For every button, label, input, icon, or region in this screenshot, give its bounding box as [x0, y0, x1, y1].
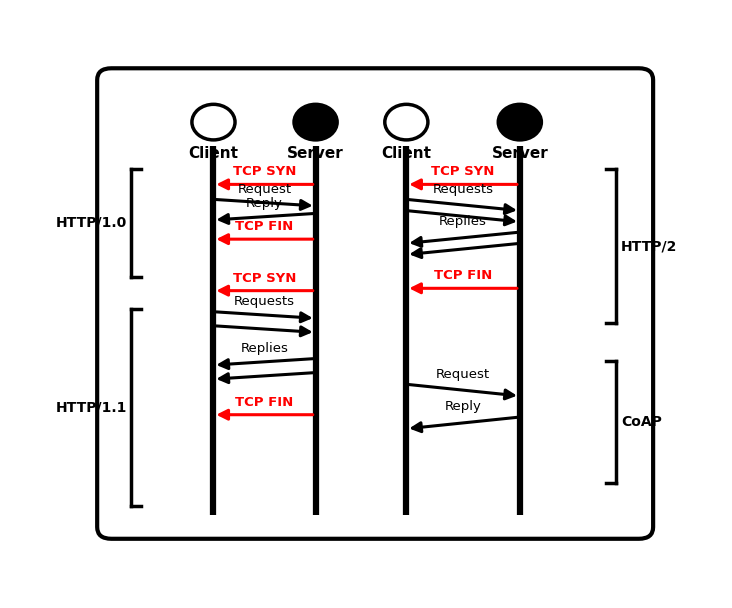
Text: Server: Server — [491, 145, 548, 161]
Text: Request: Request — [237, 183, 291, 196]
Text: HTTP/1.0: HTTP/1.0 — [56, 216, 127, 230]
Text: TCP SYN: TCP SYN — [233, 165, 296, 178]
Text: TCP SYN: TCP SYN — [431, 165, 495, 178]
Circle shape — [294, 105, 337, 140]
Text: CoAP: CoAP — [621, 415, 662, 429]
Text: Replies: Replies — [241, 342, 288, 355]
Text: Client: Client — [381, 145, 431, 161]
Text: HTTP/1.1: HTTP/1.1 — [56, 401, 127, 415]
Text: TCP FIN: TCP FIN — [434, 269, 492, 282]
FancyBboxPatch shape — [97, 68, 653, 539]
Text: Requests: Requests — [433, 182, 493, 196]
Text: Requests: Requests — [234, 295, 295, 308]
Text: Client: Client — [188, 145, 239, 161]
Text: TCP FIN: TCP FIN — [236, 220, 294, 233]
Circle shape — [498, 105, 542, 140]
Circle shape — [385, 105, 428, 140]
Text: Server: Server — [287, 145, 344, 161]
Text: Reply: Reply — [444, 400, 482, 413]
Text: Request: Request — [436, 368, 490, 381]
Text: HTTP/2: HTTP/2 — [621, 239, 677, 253]
Text: Reply: Reply — [246, 197, 283, 210]
Text: TCP FIN: TCP FIN — [236, 396, 294, 409]
Text: TCP SYN: TCP SYN — [233, 272, 296, 285]
Text: Replies: Replies — [439, 215, 487, 229]
Circle shape — [192, 105, 235, 140]
